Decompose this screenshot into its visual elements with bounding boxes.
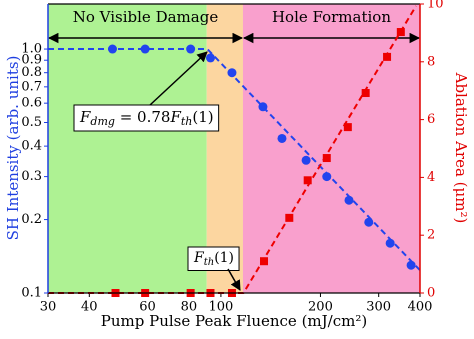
annotation-segment: (1) [214, 250, 234, 266]
point [303, 176, 312, 185]
point [343, 123, 352, 132]
annotation-text: Fdmg = 0.78Fth(1) [79, 108, 214, 128]
annotation-segment: F [169, 108, 181, 126]
region [48, 4, 207, 293]
subscript: th [204, 257, 214, 268]
point [205, 53, 215, 63]
point [277, 133, 287, 143]
y2-tick-label: 2 [427, 228, 435, 243]
subscript: th [181, 115, 193, 128]
annotation: Fth(1) [187, 246, 240, 271]
y2-tick-label: 6 [427, 112, 435, 127]
annotation-segment: F [193, 250, 205, 266]
point [385, 238, 395, 248]
point [260, 257, 269, 266]
y-axis-label: SH Intensity (arb. units) [4, 56, 22, 241]
x-tick-label: 80 [181, 300, 198, 315]
point [140, 44, 150, 54]
x-axis-label: Pump Pulse Peak Fluence (mJ/cm²) [101, 312, 367, 330]
point [361, 89, 370, 98]
point [186, 44, 196, 54]
point [396, 28, 405, 37]
region [206, 4, 243, 293]
subscript: dmg [90, 115, 115, 128]
x-tick-label: 60 [139, 300, 156, 315]
y2-tick-label: 0 [427, 286, 435, 301]
point [364, 217, 374, 227]
point [406, 260, 416, 270]
point [227, 68, 237, 78]
annotation-segment: (1) [192, 108, 213, 126]
annotation-arrow [227, 268, 241, 291]
annotation-segment: F [79, 108, 91, 126]
annotation-box [187, 246, 240, 271]
span-label: No Visible Damage [73, 8, 219, 26]
y-tick-label: 0.3 [21, 169, 42, 184]
point [322, 172, 332, 182]
point [383, 52, 392, 61]
point [107, 44, 117, 54]
point [344, 195, 354, 205]
span-label: Hole Formation [272, 8, 391, 26]
y-tick-label: 0.2 [21, 212, 42, 227]
point [285, 213, 294, 222]
point [322, 154, 331, 163]
y-tick-label: 0.8 [21, 65, 42, 80]
x-tick-label: 30 [40, 300, 57, 315]
y-tick-label: 0.4 [21, 139, 42, 154]
y-tick-label: 1.0 [21, 42, 42, 57]
annotation-segment: = 0.78 [115, 108, 171, 126]
annotation-box [73, 104, 220, 132]
y-tick-label: 0.5 [21, 115, 42, 130]
annotation: Fdmg = 0.78Fth(1) [73, 104, 220, 132]
y2-tick-label: 4 [427, 170, 435, 185]
x-tick-label: 40 [81, 300, 98, 315]
y-tick-label: 0.9 [21, 53, 42, 68]
point [301, 155, 311, 165]
annotation-text: Fth(1) [193, 250, 234, 268]
x-tick-label: 200 [308, 300, 333, 315]
y2-tick-label: 10 [427, 0, 444, 12]
point [258, 102, 268, 112]
x-tick-label: 400 [408, 300, 433, 315]
y-tick-label: 0.1 [21, 286, 42, 301]
y-tick-label: 0.6 [21, 96, 42, 111]
annotation-arrow [149, 51, 208, 106]
y2-axis-label: Ablation Area (μm²) [452, 72, 470, 224]
y-tick-label: 0.7 [21, 79, 42, 94]
x-tick-label: 100 [208, 300, 233, 315]
y2-tick-label: 8 [427, 54, 435, 69]
x-tick-label: 300 [366, 300, 391, 315]
